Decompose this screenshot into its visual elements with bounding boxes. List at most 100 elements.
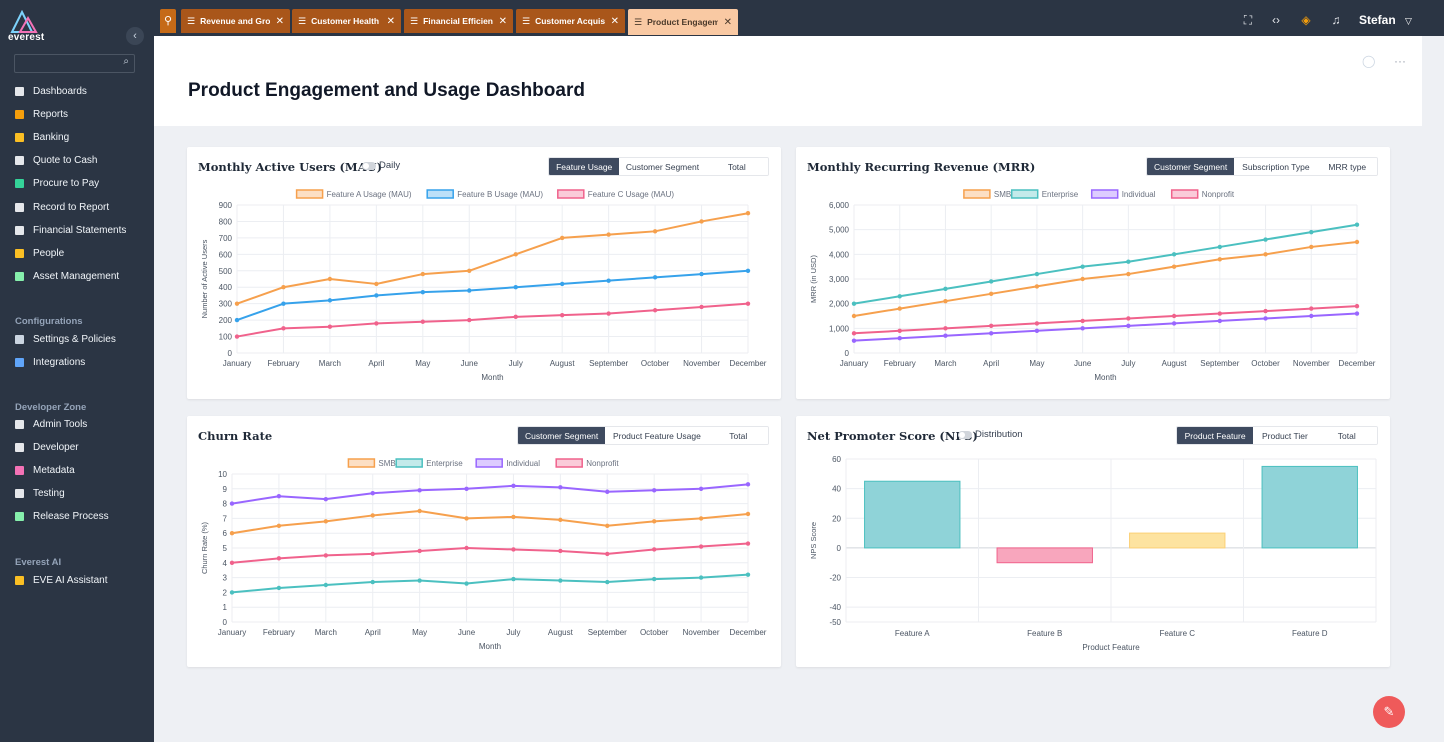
- sidebar-item-people[interactable]: People: [15, 245, 64, 261]
- sidebar-search-input[interactable]: ⌕: [14, 54, 135, 73]
- data-point: [1217, 318, 1223, 324]
- y-tick-label: 60: [832, 455, 841, 464]
- y-tick-label: 2,000: [829, 300, 850, 309]
- sidebar-item-testing[interactable]: Testing: [15, 486, 65, 502]
- sidebar-item-procure-to-pay[interactable]: Procure to Pay: [15, 176, 99, 192]
- close-icon[interactable]: ✕: [723, 16, 732, 28]
- sidebar-item-release-process[interactable]: Release Process: [15, 509, 109, 525]
- sidebar-item-financial-statements[interactable]: Financial Statements: [15, 222, 126, 238]
- sidebar-item-admin-tools[interactable]: Admin Tools: [15, 416, 87, 432]
- data-point: [745, 511, 751, 517]
- everest-logo-icon[interactable]: [8, 10, 48, 42]
- sidebar-item-label: Integrations: [33, 356, 86, 368]
- nav-icon: [15, 357, 24, 367]
- segment-subscription-type[interactable]: Subscription Type: [1234, 158, 1318, 175]
- tab-5[interactable]: ☰ Product Engagem ✕: [628, 9, 738, 35]
- close-icon[interactable]: ✕: [386, 15, 395, 27]
- segment-control: Customer Segment Product Feature Usage Tot…: [517, 426, 769, 445]
- sidebar-item-quote-to-cash[interactable]: Quote to Cash: [15, 153, 97, 169]
- data-point: [229, 501, 235, 506]
- data-point: [699, 219, 704, 224]
- tab-1[interactable]: ☰ Revenue and Grow ✕: [181, 9, 290, 33]
- data-point: [652, 308, 658, 313]
- legend-swatch: [347, 458, 376, 468]
- segment-feature-usage[interactable]: Feature Usage: [549, 158, 620, 175]
- data-point: [1263, 308, 1268, 314]
- more-icon[interactable]: ···: [1394, 54, 1406, 68]
- tab-2[interactable]: ☰ Customer Health a ✕: [292, 9, 401, 33]
- data-point: [745, 572, 751, 577]
- x-axis-label: Month: [1094, 373, 1116, 382]
- y-tick-label: 3: [223, 574, 228, 583]
- y-axis-label: Churn Rate (%): [200, 521, 209, 574]
- distribution-toggle[interactable]: [958, 431, 972, 439]
- tab-4[interactable]: ☰ Customer Acquisit ✕: [516, 9, 625, 33]
- series-line: [236, 212, 749, 305]
- pin-tab-icon[interactable]: ⚲: [160, 9, 176, 33]
- sidebar-item-banking[interactable]: Banking: [15, 129, 69, 145]
- segment-product-tier[interactable]: Product Tier: [1253, 427, 1317, 444]
- data-point: [1034, 321, 1040, 326]
- bar: [996, 547, 1093, 564]
- sidebar-item-integrations[interactable]: Integrations: [15, 354, 85, 370]
- segment-product-feature[interactable]: Product Feature: [1177, 427, 1254, 444]
- sidebar-item-record-to-report[interactable]: Record to Report: [15, 199, 109, 215]
- data-point: [1126, 259, 1131, 264]
- data-point: [467, 317, 472, 323]
- sidebar-item-label: People: [33, 247, 65, 259]
- search-icon[interactable]: ◯: [1362, 54, 1376, 68]
- sidebar-item-reports[interactable]: Reports: [15, 106, 68, 122]
- collapse-sidebar-button[interactable]: ‹: [126, 27, 144, 45]
- x-tick-label: January: [223, 359, 251, 368]
- close-icon[interactable]: ✕: [498, 15, 507, 27]
- sidebar-item-eve-ai-assistant[interactable]: EVE AI Assistant: [15, 572, 107, 588]
- segment-customer-segment[interactable]: Customer Segment: [1147, 158, 1235, 175]
- segment-customer-segment[interactable]: Customer Segment: [518, 427, 606, 444]
- close-icon[interactable]: ✕: [610, 15, 619, 27]
- sidebar-item-dashboards[interactable]: Dashboards: [15, 83, 87, 99]
- sidebar-item-settings-policies[interactable]: Settings & Policies: [15, 331, 116, 347]
- data-point: [464, 545, 469, 551]
- close-icon[interactable]: ✕: [275, 15, 284, 27]
- sidebar-item-label: Quote to Cash: [33, 155, 98, 167]
- diamond-icon[interactable]: ◈: [1301, 13, 1311, 27]
- segment-total[interactable]: Total: [708, 427, 768, 444]
- data-point: [652, 275, 658, 280]
- expand-icon[interactable]: ⛶: [1243, 13, 1253, 27]
- data-point: [323, 553, 329, 558]
- tab-label: Financial Efficienc: [423, 16, 493, 26]
- bell-icon[interactable]: ♫: [1331, 13, 1341, 27]
- data-point: [699, 304, 704, 310]
- x-tick-label: July: [506, 628, 520, 637]
- x-tick-label: May: [1029, 359, 1044, 368]
- x-axis-label: Product Feature: [1082, 643, 1140, 652]
- data-point: [1263, 237, 1268, 242]
- legend-entry: SMB: [994, 190, 1011, 199]
- sidebar-item-metadata[interactable]: Metadata: [15, 462, 75, 478]
- legend-swatch: [557, 189, 585, 199]
- sidebar: everest ‹ ⌕ Dashboards Reports Banking Quot…: [0, 0, 154, 742]
- segment-customer-segment[interactable]: Customer Segment: [619, 158, 706, 175]
- list-icon: ☰: [187, 15, 196, 26]
- ai-assistant-fab-icon[interactable]: ✎: [1373, 696, 1405, 728]
- data-point: [327, 276, 333, 282]
- legend-entry: Individual: [1122, 190, 1156, 199]
- data-point: [897, 328, 902, 333]
- sidebar-item-asset-management[interactable]: Asset Management: [15, 269, 119, 285]
- data-point: [420, 271, 426, 277]
- data-point: [276, 523, 282, 528]
- x-tick-label: Feature B: [1027, 629, 1062, 638]
- tab-3[interactable]: ☰ Financial Efficienc ✕: [404, 9, 513, 33]
- code-icon[interactable]: ‹›: [1272, 13, 1280, 27]
- segment-total[interactable]: Total: [705, 158, 768, 175]
- segment-product-feature-usage[interactable]: Product Feature Usage: [605, 427, 709, 444]
- segment-mrr-type[interactable]: MRR type: [1317, 158, 1377, 175]
- nav-icon: [15, 156, 24, 166]
- data-point: [851, 313, 857, 319]
- daily-toggle[interactable]: [362, 162, 376, 170]
- sidebar-item-developer[interactable]: Developer: [15, 439, 79, 455]
- user-menu[interactable]: Stefan ▽: [1359, 13, 1412, 27]
- legend-entry: Feature B Usage (MAU): [457, 190, 543, 199]
- segment-total[interactable]: Total: [1316, 427, 1377, 444]
- series-line: [853, 312, 1358, 342]
